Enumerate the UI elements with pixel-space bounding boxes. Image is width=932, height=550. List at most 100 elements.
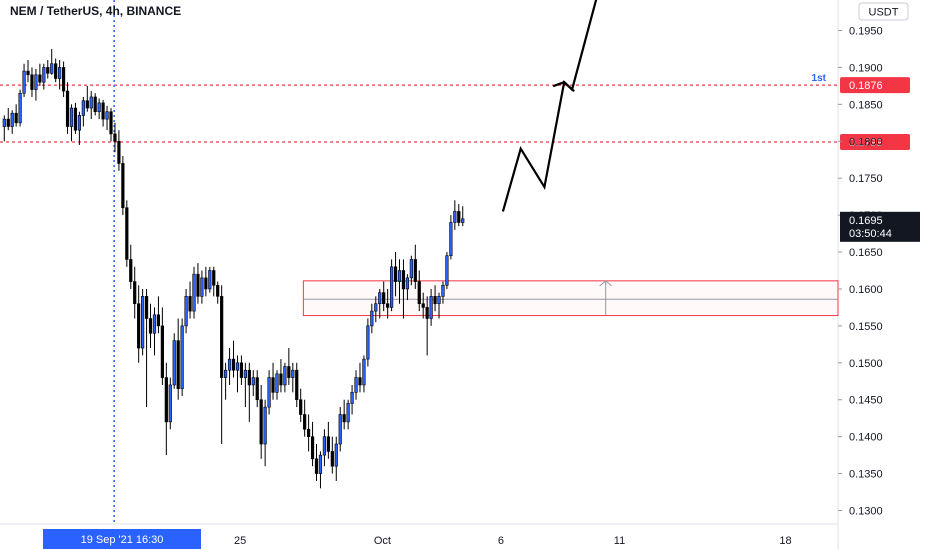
candle[interactable]: [73, 102, 78, 134]
candle[interactable]: [54, 58, 58, 83]
candle[interactable]: [227, 348, 232, 385]
candle[interactable]: [259, 384, 263, 459]
candle[interactable]: [299, 388, 303, 422]
candle[interactable]: [144, 288, 149, 408]
candle[interactable]: [137, 285, 141, 363]
candle[interactable]: [133, 266, 137, 319]
candle[interactable]: [287, 348, 291, 385]
level-price-tag[interactable]: [840, 77, 910, 94]
candle[interactable]: [441, 281, 445, 304]
candle[interactable]: [389, 259, 394, 312]
candle[interactable]: [192, 266, 196, 319]
candle[interactable]: [453, 200, 457, 230]
candle[interactable]: [271, 362, 275, 400]
candle[interactable]: [239, 355, 244, 385]
candle[interactable]: [334, 436, 338, 481]
candle[interactable]: [65, 82, 70, 134]
candle[interactable]: [184, 288, 188, 334]
price-axis[interactable]: 0.19500.19000.18500.18000.17500.17000.16…: [838, 26, 920, 518]
current-price-tag[interactable]: [840, 211, 920, 242]
candle[interactable]: [267, 370, 271, 415]
candle[interactable]: [14, 104, 18, 127]
candle[interactable]: [366, 318, 370, 367]
candle[interactable]: [457, 204, 461, 227]
candle[interactable]: [176, 318, 180, 400]
candle[interactable]: [307, 414, 311, 452]
candle[interactable]: [129, 244, 133, 289]
candle[interactable]: [97, 98, 101, 120]
candle[interactable]: [255, 370, 259, 408]
candle[interactable]: [417, 270, 421, 312]
candle[interactable]: [342, 399, 346, 430]
candle[interactable]: [224, 362, 228, 400]
candle[interactable]: [386, 288, 390, 319]
candle[interactable]: [152, 307, 157, 356]
candle[interactable]: [125, 200, 129, 267]
candle[interactable]: [168, 377, 172, 430]
candle[interactable]: [2, 115, 6, 142]
candle[interactable]: [69, 104, 74, 142]
candle[interactable]: [164, 362, 168, 456]
candle[interactable]: [89, 91, 93, 120]
candle[interactable]: [58, 60, 62, 90]
zone-box[interactable]: [302, 280, 839, 317]
candle[interactable]: [204, 266, 208, 297]
projection-line[interactable]: [501, 0, 600, 212]
candle[interactable]: [216, 281, 220, 304]
candle[interactable]: [401, 259, 406, 319]
candle[interactable]: [148, 303, 153, 349]
candle[interactable]: [291, 362, 295, 393]
candle[interactable]: [42, 63, 46, 90]
candle[interactable]: [421, 292, 425, 319]
candle[interactable]: [330, 436, 334, 474]
candle[interactable]: [326, 421, 330, 459]
candle[interactable]: [437, 292, 441, 319]
candle[interactable]: [26, 60, 30, 83]
candle[interactable]: [354, 370, 358, 400]
candle[interactable]: [50, 48, 54, 75]
candle[interactable]: [235, 355, 240, 393]
candle[interactable]: [117, 130, 121, 171]
candle[interactable]: [279, 359, 283, 393]
candle[interactable]: [93, 93, 97, 116]
candle[interactable]: [263, 399, 267, 467]
projection-path[interactable]: [501, 0, 600, 212]
candle[interactable]: [449, 215, 453, 260]
level-price-tag[interactable]: [840, 134, 910, 151]
candle[interactable]: [30, 67, 34, 97]
candle[interactable]: [196, 263, 200, 304]
candle[interactable]: [188, 281, 192, 319]
candle[interactable]: [105, 105, 109, 131]
level-lines[interactable]: 0.1876 1st 0.1799: [0, 73, 910, 151]
candle[interactable]: [393, 252, 398, 297]
candle[interactable]: [370, 303, 374, 334]
candle[interactable]: [77, 111, 81, 145]
candle[interactable]: [374, 296, 378, 323]
candle[interactable]: [172, 333, 176, 389]
candle[interactable]: [275, 370, 279, 400]
candle[interactable]: [18, 89, 22, 127]
candle[interactable]: [429, 288, 433, 326]
candle[interactable]: [156, 296, 161, 334]
candle[interactable]: [338, 407, 342, 452]
time-axis[interactable]: 25 Oct 6 11 18 19 Sep '21 16:30: [43, 529, 792, 549]
candle[interactable]: [180, 318, 184, 397]
candles[interactable]: [2, 48, 465, 489]
candle[interactable]: [141, 288, 145, 356]
candle[interactable]: [200, 270, 204, 304]
candle[interactable]: [310, 421, 315, 467]
candle[interactable]: [109, 108, 113, 142]
candle[interactable]: [85, 85, 89, 112]
candle[interactable]: [303, 399, 307, 437]
candle[interactable]: [10, 110, 14, 134]
candle[interactable]: [350, 384, 354, 415]
candle[interactable]: [378, 288, 382, 319]
candle[interactable]: [61, 61, 66, 97]
candle[interactable]: [208, 266, 212, 293]
candle[interactable]: [461, 206, 465, 227]
candle[interactable]: [101, 99, 105, 127]
candle[interactable]: [433, 285, 437, 312]
candle[interactable]: [160, 307, 164, 385]
candle[interactable]: [425, 296, 429, 356]
